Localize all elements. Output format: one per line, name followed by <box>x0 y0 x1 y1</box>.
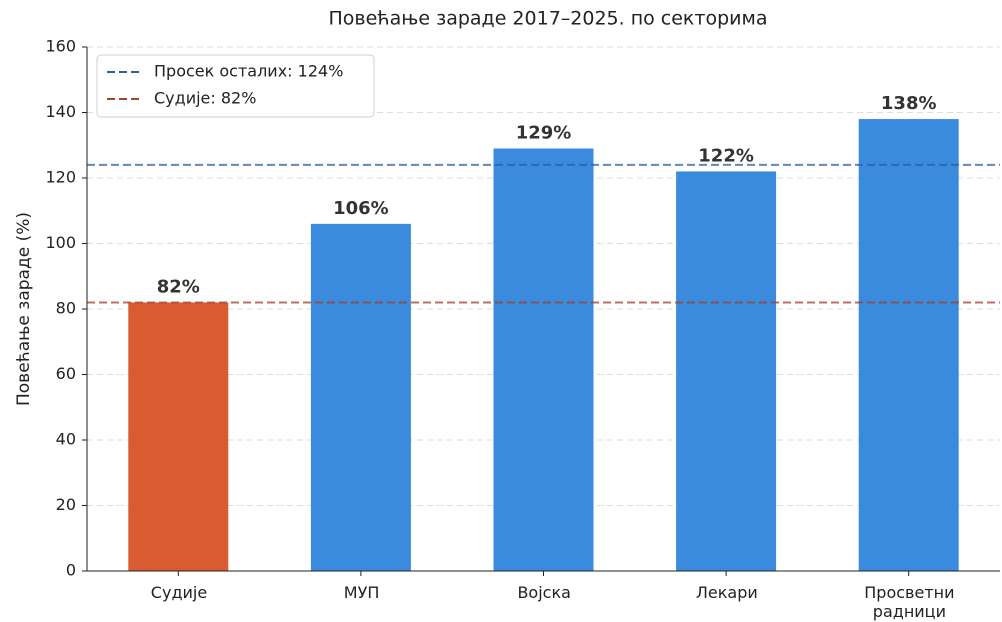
bar <box>858 119 959 572</box>
y-tick-label: 40 <box>56 430 76 449</box>
x-tick-label: Просветни радници <box>864 583 955 621</box>
value-label: 106% <box>333 198 389 219</box>
x-tick-label: МУП <box>343 583 380 602</box>
y-tick-label: 140 <box>45 102 76 121</box>
legend-label: Судије: 82% <box>154 89 256 108</box>
y-tick-label: 60 <box>56 364 76 383</box>
legend-box <box>96 54 375 118</box>
bar <box>310 223 411 571</box>
bar <box>676 171 777 571</box>
y-tick-label: 20 <box>56 495 76 514</box>
value-label: 122% <box>698 145 754 166</box>
value-label: 82% <box>157 276 200 297</box>
y-tick-label: 80 <box>56 299 76 318</box>
value-label: 129% <box>516 123 572 144</box>
y-tick-label: 100 <box>45 233 76 252</box>
x-tick-label: Лекари <box>695 583 758 602</box>
x-tick-label: Судије <box>150 583 208 602</box>
value-label: 138% <box>881 93 937 114</box>
chart-title: Повећање зараде 2017–2025. по секторима <box>328 8 767 30</box>
y-tick-label: 0 <box>66 561 76 580</box>
legend-label: Просек осталих: 124% <box>154 62 343 81</box>
y-tick-label: 160 <box>45 37 76 56</box>
x-tick-label: Војска <box>517 583 571 602</box>
bar <box>128 302 229 571</box>
y-axis-label: Повећање зараде (%) <box>14 212 34 406</box>
y-tick-label: 120 <box>45 168 76 187</box>
bar <box>493 148 594 571</box>
